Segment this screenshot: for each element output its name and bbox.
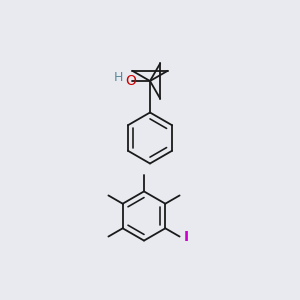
Text: I: I [184,230,189,244]
Text: H: H [114,71,123,84]
Text: O: O [125,74,136,88]
